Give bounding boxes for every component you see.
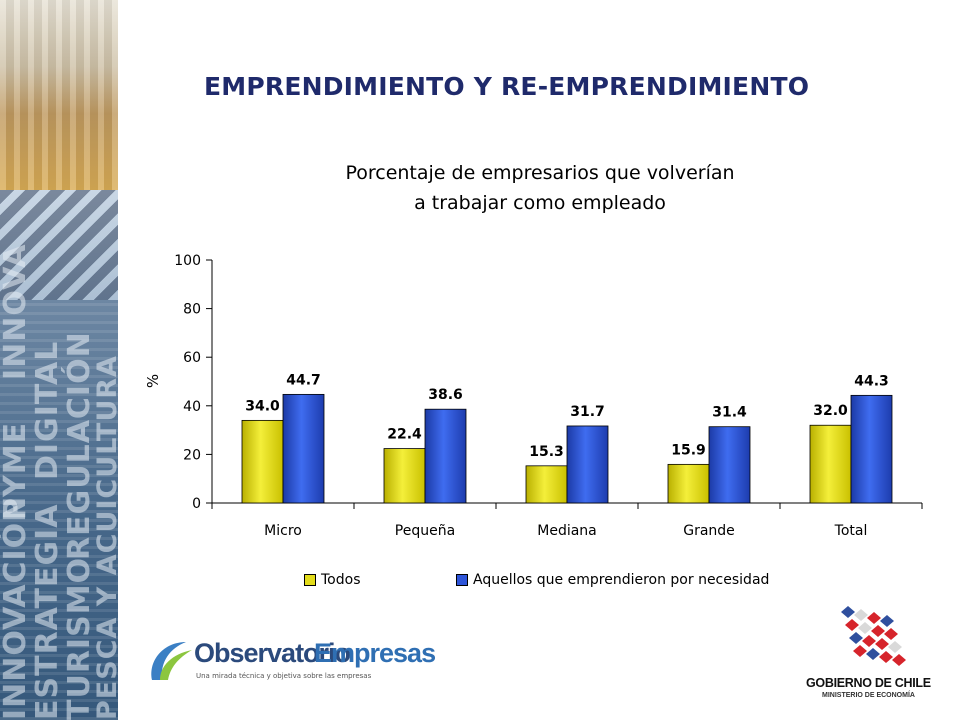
data-label: 31.4 xyxy=(712,405,747,421)
x-tick-label: Total xyxy=(834,523,868,539)
legend-label-necesidad: Aquellos que emprendieron por necesidad xyxy=(473,572,770,588)
x-tick-label: Pequeña xyxy=(395,523,455,539)
y-axis-label: % xyxy=(144,374,162,388)
bar-todos xyxy=(241,419,284,504)
emblem-tile xyxy=(845,619,859,631)
side-decorative-strip: INNOVACIÓN PYME INNOVA ESTRATEGIA DIGITA… xyxy=(0,0,118,720)
emblem-tile xyxy=(849,632,863,644)
x-axis: Micro Pequeña Mediana Grande Total xyxy=(211,502,923,539)
bar-todos xyxy=(383,448,426,504)
legend-swatch-necesidad xyxy=(456,574,468,586)
emblem-tile xyxy=(841,606,855,618)
legend-item-necesidad: Aquellos que emprendieron por necesidad xyxy=(456,572,769,588)
data-label: 22.4 xyxy=(387,427,422,443)
solar-panels-photo xyxy=(0,190,118,310)
legend-item-todos: Todos xyxy=(304,572,360,588)
emblem-tile xyxy=(853,645,867,657)
emblem-tile xyxy=(854,609,868,621)
logo-tagline: Una mirada técnica y objetiva sobre las … xyxy=(196,672,372,680)
gobierno-emblem-icon xyxy=(841,606,906,666)
observatorio-empresas-logo: Observatorio Empresas Una mirada técnica… xyxy=(146,632,446,688)
data-labels: 34.0 44.7 22.4 38.6 15.3 31.7 15.9 31.4 32.0 44.3 xyxy=(245,372,889,459)
y-tick-label: 20 xyxy=(183,447,201,463)
swoosh-icon xyxy=(151,642,192,680)
emblem-tile xyxy=(862,635,876,647)
chart-title-line-1: Porcentaje de empresarios que volverían xyxy=(345,162,735,184)
emblem-tile xyxy=(867,612,881,624)
gobierno-title: GOBIERNO DE CHILE xyxy=(806,676,931,690)
y-tick-label: 80 xyxy=(183,302,201,318)
chart-legend: Todos Aquellos que emprendieron por nece… xyxy=(300,572,820,592)
bar-necesidad xyxy=(282,393,325,504)
emblem-tile xyxy=(879,651,893,663)
y-axis: 0 20 40 60 80 100% xyxy=(144,253,213,512)
slide-title: EMPRENDIMIENTO Y RE-EMPRENDIMIENTO xyxy=(204,72,810,101)
emblem-tile xyxy=(875,638,889,650)
logo-word-observatorio: Observatorio xyxy=(194,638,351,668)
y-tick-label: 60 xyxy=(183,350,201,366)
y-tick-label: 0 xyxy=(192,496,201,512)
bar-necesidad xyxy=(424,408,467,504)
data-label: 15.3 xyxy=(529,444,564,460)
bar-necesidad xyxy=(566,425,609,504)
bar-todos xyxy=(809,424,852,504)
emblem-tile xyxy=(858,622,872,634)
gobierno-subtitle: MINISTERIO DE ECONOMÍA xyxy=(822,692,915,699)
y-tick-label: 100 xyxy=(174,253,201,269)
emblem-tile xyxy=(871,625,885,637)
logo-word-empresas: Empresas xyxy=(314,638,436,668)
data-label: 31.7 xyxy=(570,404,605,420)
data-label: 44.3 xyxy=(854,373,889,389)
x-tick-label: Grande xyxy=(683,523,735,539)
keyword-collage xyxy=(0,300,118,720)
emblem-tile xyxy=(888,641,902,653)
gobierno-de-chile-logo: GOBIERNO DE CHILE MINISTERIO DE ECONOMÍA xyxy=(800,604,940,704)
legend-swatch-todos xyxy=(304,574,316,586)
data-label: 15.9 xyxy=(671,442,706,458)
bar-todos xyxy=(667,463,710,504)
bar-necesidad xyxy=(850,394,893,504)
factory-photo xyxy=(0,0,118,190)
data-label: 32.0 xyxy=(813,403,848,419)
emblem-tile xyxy=(866,648,880,660)
emblem-tile xyxy=(880,615,894,627)
emblem-tile xyxy=(892,654,906,666)
data-label: 44.7 xyxy=(286,372,321,388)
y-tick-label: 40 xyxy=(183,399,201,415)
bar-necesidad xyxy=(708,426,751,504)
data-label: 38.6 xyxy=(428,387,463,403)
legend-label-todos: Todos xyxy=(321,572,361,588)
x-tick-label: Micro xyxy=(264,523,302,539)
data-label: 34.0 xyxy=(245,398,280,414)
bars xyxy=(241,393,893,504)
chart-title-line-2: a trabajar como empleado xyxy=(414,192,666,214)
emblem-tile xyxy=(884,628,898,640)
x-tick-label: Mediana xyxy=(537,523,597,539)
bar-todos xyxy=(525,465,568,504)
